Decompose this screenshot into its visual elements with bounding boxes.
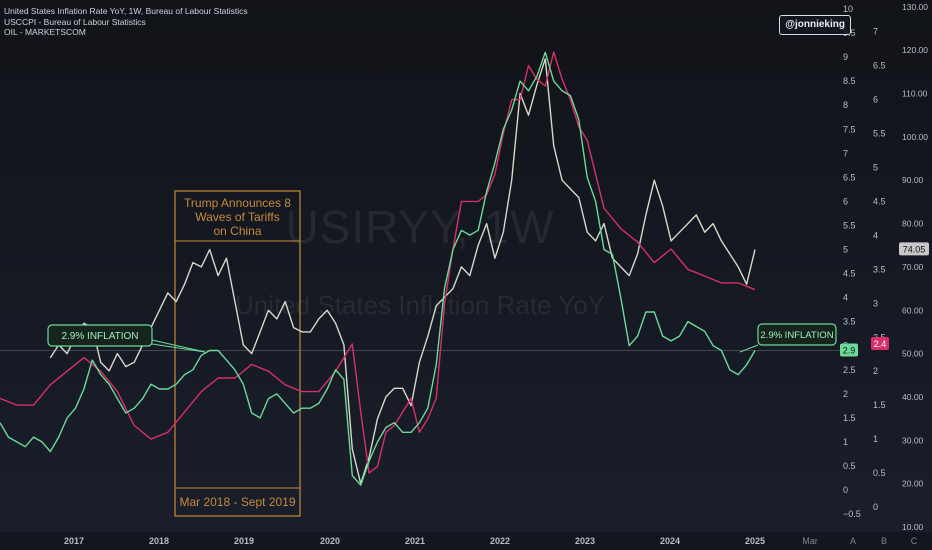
inflation-last-value: 2.9 [843,346,856,356]
oil-last-value: 74.05 [903,244,926,254]
time-tick-label: 2021 [405,536,425,546]
author-handle: @jonnieking [779,15,851,35]
core-axis-tick: 6.5 [873,61,886,71]
core-cpi-last-value: 2.4 [874,339,887,349]
time-tick-label: 2020 [320,536,340,546]
oil-axis-tick: 40.00 [902,392,924,402]
oil-axis-tick: 10.00 [902,522,924,532]
core-cpi-line [0,51,756,474]
time-tick-label: 2025 [745,536,765,546]
inflation-axis-tick: 7 [843,148,848,158]
time-tick-label: 2022 [490,536,510,546]
inflation-axis-tick: 7.5 [843,124,856,134]
inflation-axis-tick: 0 [843,485,848,495]
left-inflation-label: 2.9% INFLATION [61,331,138,342]
inflation-axis-tick: 8.5 [843,76,856,86]
inflation-axis-tick: 9 [843,52,848,62]
left-callout-pointer-2 [151,343,206,353]
inflation-axis-tick: 6.5 [843,172,856,182]
time-tick-label: 2019 [234,536,254,546]
core-axis-tick: 6 [873,95,878,105]
oil-axis-tick: 20.00 [902,479,924,489]
core-axis-tick: 2 [873,366,878,376]
core-axis-tick: 1 [873,434,878,444]
time-tick-label: Mar [802,536,818,546]
core-axis-tick: 4 [873,230,878,240]
series-legend: United States Inflation Rate YoY, 1W, Bu… [4,6,248,38]
core-axis-tick: 4.5 [873,196,886,206]
inflation-axis-tick: 10 [843,4,853,14]
inflation-axis-tick: 2 [843,389,848,399]
tariff-box-date: Mar 2018 - Sept 2019 [179,495,295,509]
inflation-axis-tick: 4 [843,293,848,303]
time-tick-label: 2018 [149,536,169,546]
core-axis-tick: 3.5 [873,264,886,274]
inflation-axis-tick: 4.5 [843,269,856,279]
legend-oil[interactable]: OIL - MARKETSCOM [4,27,86,37]
oil-axis-tick: 90.00 [902,175,924,185]
inflation-axis-tick: 1 [843,437,848,447]
oil-axis-tick: 80.00 [902,219,924,229]
time-tick-label: C [911,536,918,546]
core-axis-tick: 0 [873,502,878,512]
left-inflation-callout [47,324,153,347]
inflation-axis-tick: 3.5 [843,317,856,327]
right-inflation-callout [757,323,837,346]
oil-axis-tick: 30.00 [902,435,924,445]
legend-core-cpi[interactable]: USCCPI - Bureau of Labour Statistics [4,16,146,27]
core-axis-tick: 5.5 [873,129,886,139]
core-cpi-last-value-bg [871,337,889,351]
oil-axis-tick: 50.00 [902,349,924,359]
right-callout-pointer [739,344,759,353]
oil-axis-tick: 110.00 [902,89,928,99]
inflation-axis-tick: 6 [843,196,848,206]
oil-line [49,58,756,485]
inflation-last-value-bg [840,343,858,357]
time-tick-label: A [850,536,856,546]
core-axis-tick: 7 [873,27,878,37]
inflation-axis-tick: 2.5 [843,365,856,375]
time-tick-label: 2017 [64,536,84,546]
core-axis-tick: 5 [873,163,878,173]
oil-axis-tick: 130.00 [902,2,928,12]
inflation-axis-tick: 8 [843,100,848,110]
oil-axis-tick: 70.00 [902,262,924,272]
legend-inflation[interactable]: United States Inflation Rate YoY, 1W, Bu… [4,6,248,16]
inflation-axis-tick: 5 [843,245,848,255]
symbol-watermark: USIRYY, 1W [285,201,555,253]
left-callout-pointer [151,339,206,353]
oil-last-value-bg [899,242,929,256]
time-tick-label: 2024 [660,536,680,546]
core-axis-tick: 1.5 [873,400,886,410]
core-axis-tick: 0.5 [873,468,886,478]
inflation-axis-tick: 0.5 [843,461,856,471]
tariff-period-box [174,190,301,517]
time-axis-strip [0,532,932,550]
name-watermark: United States Inflation Rate YoY [234,290,606,320]
oil-axis-tick: 60.00 [902,305,924,315]
inflation-axis-tick: 1.5 [843,413,856,423]
inflation-line [0,51,756,486]
oil-axis-tick: 120.00 [902,45,928,55]
oil-axis-tick: 100.00 [902,132,928,142]
inflation-axis-tick: 5.5 [843,220,856,230]
tariff-box-title: Trump Announces 8 Waves of Tariffs on Chin… [184,196,291,238]
time-tick-label: B [881,536,887,546]
right-inflation-label: 2.9% INFLATION [760,330,833,341]
core-axis-tick: 3 [873,298,878,308]
inflation-axis-tick: −0.5 [843,509,861,519]
time-tick-label: 2023 [575,536,595,546]
